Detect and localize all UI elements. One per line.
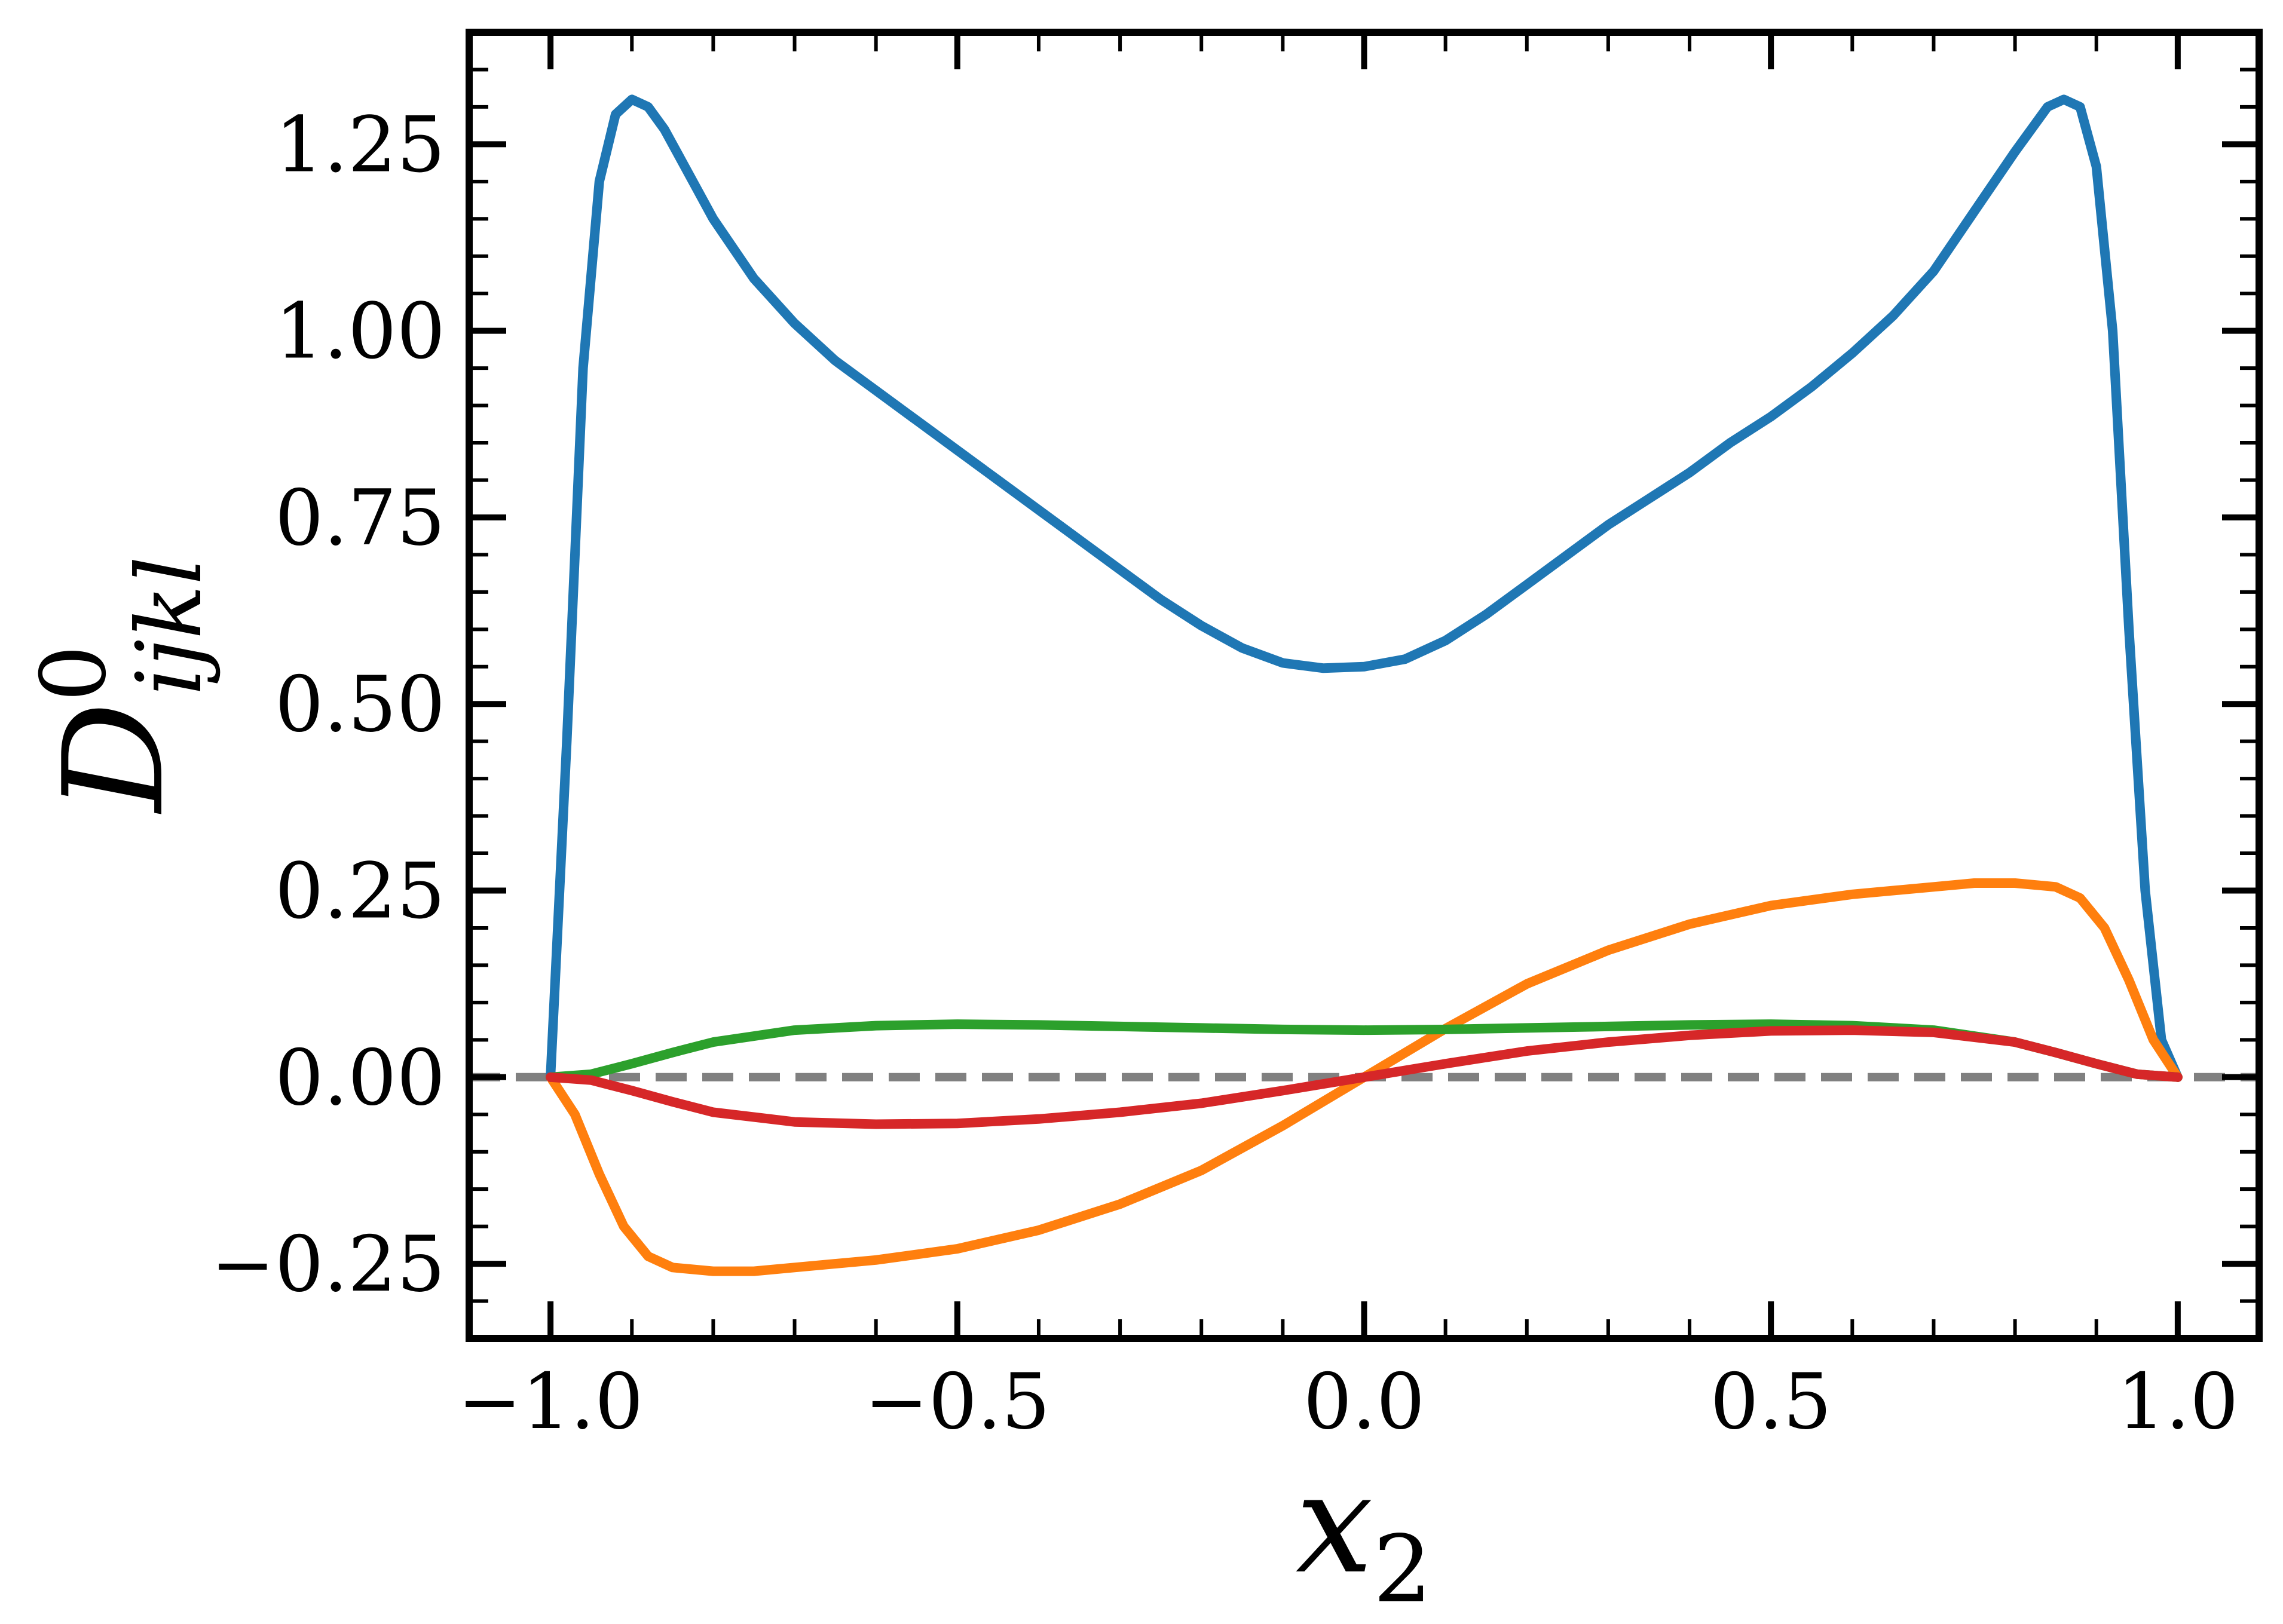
y-tick-label: 0.75: [275, 474, 445, 563]
x-tick-label: 0.0: [1303, 1358, 1425, 1447]
x-tick-label: −0.5: [864, 1358, 1050, 1447]
x-tick-label: 0.5: [1710, 1358, 1832, 1447]
x-axis-label: x2: [1296, 1445, 1432, 1623]
y-axis-label-sub: ijkl: [118, 556, 222, 695]
y-tick-label: 0.00: [275, 1034, 445, 1123]
y-tick-label: 0.50: [275, 660, 445, 749]
y-axis-label: D0ijkl: [22, 556, 222, 814]
axis-ticks: [467, 32, 2261, 1338]
y-axis-label-sup: 0: [22, 645, 126, 701]
y-tick-label: 1.00: [275, 287, 445, 376]
x-axis-label-main: x: [1296, 1445, 1373, 1604]
plot-content: [469, 94, 2259, 1276]
y-tick-label: −0.25: [211, 1220, 445, 1309]
x-tick-label: 1.0: [2117, 1358, 2239, 1447]
tick-labels: −1.0 −0.5 0.0 0.5 1.0 −0.25 0.00 0.25 0.50 0.75 1.…: [211, 100, 2239, 1447]
y-tick-label: 1.25: [275, 100, 445, 189]
x-tick-label: −1.0: [458, 1358, 644, 1447]
plot-frame: [466, 29, 2263, 1342]
y-tick-label: 0.25: [275, 847, 445, 936]
series-line-4: [546, 1025, 2183, 1129]
x-axis-label-sub: 2: [1373, 1515, 1433, 1623]
y-axis-label-main: D: [35, 702, 194, 814]
series-line-1: [546, 94, 2183, 1082]
